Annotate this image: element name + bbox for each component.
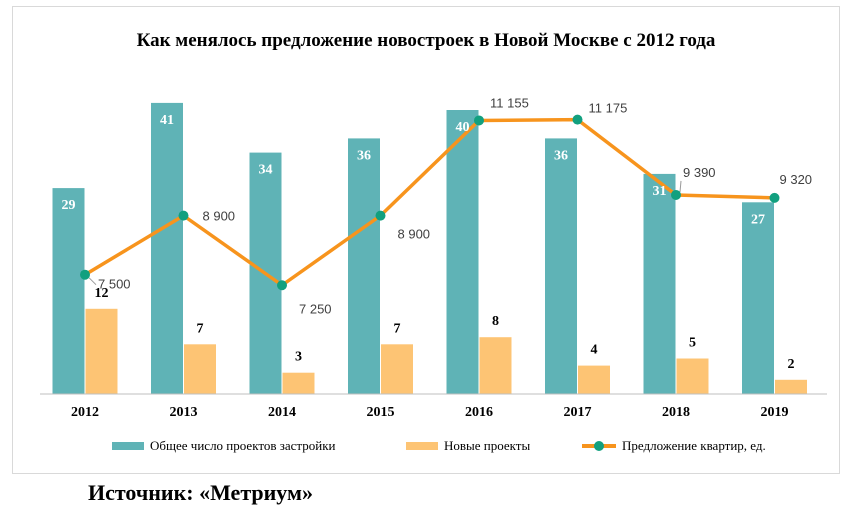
chart-title: Как менялось предложение новостроек в Но… bbox=[136, 30, 716, 51]
bar-total-2012 bbox=[52, 188, 85, 394]
point-apartments-2017 bbox=[572, 114, 583, 125]
point-apartments-2012 bbox=[80, 269, 90, 280]
bar-new-2017 bbox=[578, 365, 610, 394]
legend-item-total: Общее число проектов застройки bbox=[112, 438, 335, 454]
label-new-2017: 4 bbox=[591, 343, 598, 358]
label-total-2016: 40 bbox=[456, 120, 470, 135]
bar-new-2016 bbox=[479, 337, 512, 394]
tick-label-2014: 2014 bbox=[268, 405, 296, 420]
label-apartments-2013: 8 900 bbox=[203, 209, 236, 224]
label-apartments-2012: 7 500 bbox=[98, 277, 131, 292]
label-total-2012: 29 bbox=[62, 198, 76, 213]
bar-total-2019 bbox=[742, 202, 774, 394]
label-apartments-2017: 11 175 bbox=[589, 101, 628, 116]
legend-item-apartments: Предложение квартир, ед. bbox=[582, 438, 766, 454]
bar-new-2015 bbox=[381, 344, 413, 394]
label-total-2014: 34 bbox=[259, 163, 273, 178]
label-new-2019: 2 bbox=[788, 357, 795, 372]
bar-new-2013 bbox=[184, 344, 216, 394]
label-new-2014: 3 bbox=[295, 350, 302, 365]
legend-swatch-total bbox=[112, 442, 144, 450]
legend-label-total: Общее число проектов застройки bbox=[150, 438, 336, 453]
legend-label-new: Новые проекты bbox=[444, 438, 531, 453]
label-apartments-2014: 7 250 bbox=[299, 301, 332, 316]
label-total-2019: 27 bbox=[751, 212, 765, 227]
legend-label-apartments: Предложение квартир, ед. bbox=[622, 438, 766, 453]
legend-swatch-apartments bbox=[582, 441, 616, 451]
label-new-2012: 12 bbox=[95, 286, 109, 301]
legend-swatch-new bbox=[406, 442, 438, 450]
bar-total-2018 bbox=[643, 173, 676, 394]
label-total-2018: 31 bbox=[653, 184, 667, 199]
legend-item-new: Новые проекты bbox=[406, 438, 530, 454]
bar-total-2016 bbox=[446, 110, 479, 394]
bar-new-2012 bbox=[85, 308, 118, 394]
leader-line-2012 bbox=[88, 277, 97, 286]
bar-new-2019 bbox=[775, 379, 807, 394]
label-apartments-2016: 11 155 bbox=[490, 95, 529, 110]
tick-label-2018: 2018 bbox=[662, 405, 690, 420]
label-new-2016: 8 bbox=[492, 314, 499, 329]
chart-frame bbox=[12, 6, 840, 474]
label-new-2018: 5 bbox=[689, 336, 696, 351]
bar-new-2018 bbox=[676, 358, 709, 394]
label-new-2015: 7 bbox=[394, 321, 401, 336]
tick-label-2013: 2013 bbox=[170, 405, 198, 420]
point-apartments-2015 bbox=[375, 210, 386, 221]
label-new-2013: 7 bbox=[197, 321, 204, 336]
tick-label-2019: 2019 bbox=[761, 405, 789, 420]
point-apartments-2016 bbox=[474, 115, 484, 126]
apartments-line bbox=[84, 117, 775, 287]
tick-label-2017: 2017 bbox=[564, 405, 592, 420]
label-total-2013: 41 bbox=[160, 113, 174, 128]
bar-total-2015 bbox=[348, 138, 380, 394]
bar-total-2017 bbox=[545, 138, 577, 394]
tick-label-2015: 2015 bbox=[367, 405, 395, 420]
source-note: Источник: «Метриум» bbox=[88, 480, 314, 505]
bar-total-2013 bbox=[151, 102, 183, 395]
label-apartments-2015: 8 900 bbox=[398, 227, 431, 242]
tick-label-2016: 2016 bbox=[465, 405, 493, 420]
bar-new-2014 bbox=[282, 372, 315, 394]
point-apartments-2014 bbox=[277, 280, 287, 291]
leader-line-2018 bbox=[679, 180, 682, 192]
tick-label-2012: 2012 bbox=[71, 405, 99, 420]
label-total-2017: 36 bbox=[554, 148, 568, 163]
label-apartments-2018: 9 390 bbox=[683, 165, 716, 180]
point-apartments-2019 bbox=[769, 192, 780, 203]
label-apartments-2019: 9 320 bbox=[780, 172, 813, 187]
label-total-2015: 36 bbox=[357, 148, 371, 163]
point-apartments-2018 bbox=[671, 189, 681, 200]
point-apartments-2013 bbox=[178, 210, 189, 221]
